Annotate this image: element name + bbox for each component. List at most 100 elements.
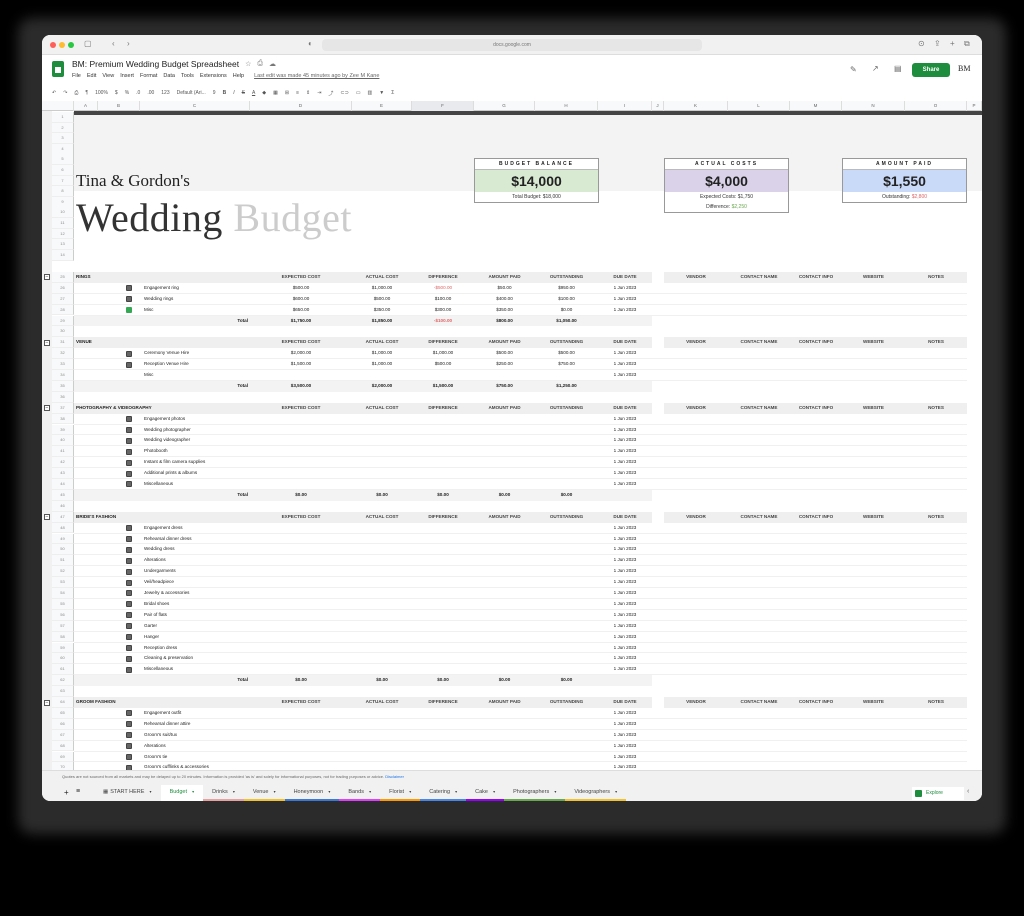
row-number[interactable]: 27 [52, 293, 74, 305]
disclaimer-link[interactable]: Disclaimer [385, 774, 404, 779]
font-select[interactable]: Default (Ari... [176, 90, 206, 96]
row-number[interactable]: 28 [52, 304, 74, 316]
avatar[interactable]: BM [958, 64, 971, 73]
row-number[interactable]: 36 [52, 391, 74, 403]
sheet-tab-start-here[interactable]: ▦ START HERE ▾ [94, 785, 161, 801]
status-checkbox[interactable] [126, 546, 132, 553]
more-formats-button[interactable]: 123 [161, 90, 170, 96]
status-checkbox[interactable] [126, 590, 132, 597]
merge-cells-icon[interactable]: ⊞ [284, 90, 290, 96]
column-header-C[interactable]: C [140, 101, 250, 111]
row-number[interactable]: 37 [52, 402, 74, 414]
wrap-icon[interactable]: ⇥ [317, 90, 322, 96]
sheet-tab-venue[interactable]: Venue ▾ [243, 785, 285, 801]
column-header-H[interactable]: H [535, 101, 598, 111]
last-edit-link[interactable]: Last edit was made 45 minutes ago by Zee… [254, 73, 380, 79]
row-number[interactable]: 8 [52, 186, 74, 198]
row-number[interactable]: 64 [52, 697, 74, 708]
row-number[interactable]: 44 [52, 479, 74, 490]
row-number[interactable]: 26 [52, 282, 74, 294]
column-header-I[interactable]: I [598, 101, 652, 111]
star-icon[interactable]: ☆ [245, 61, 252, 68]
status-checkbox[interactable] [126, 743, 132, 749]
borders-icon[interactable]: ▦ [273, 90, 278, 96]
new-tab-icon[interactable]: + [950, 39, 955, 48]
download-icon[interactable]: ⊙ [918, 39, 925, 48]
menu-tools[interactable]: Tools [181, 73, 194, 79]
cloud-status-icon[interactable]: ☁ [269, 61, 276, 68]
row-number[interactable]: 51 [52, 555, 74, 567]
menu-help[interactable]: Help [232, 73, 245, 79]
row-number[interactable]: 63 [52, 686, 74, 697]
column-header-O[interactable]: O [905, 101, 967, 111]
row-number[interactable]: 5 [52, 154, 74, 166]
row-number[interactable]: 40 [52, 435, 74, 447]
column-header-L[interactable]: L [728, 101, 790, 111]
status-checkbox[interactable] [126, 459, 132, 466]
row-number[interactable]: 70 [52, 762, 74, 770]
increase-decimal-button[interactable]: .00 [147, 90, 155, 96]
row-number[interactable]: 66 [52, 718, 74, 730]
column-header-J[interactable]: J [652, 101, 664, 111]
currency-button[interactable]: $ [114, 90, 118, 96]
status-checkbox[interactable] [126, 525, 132, 531]
menu-data[interactable]: Data [163, 73, 175, 79]
sheet-tab-cake[interactable]: Cake ▾ [466, 785, 505, 801]
status-checkbox[interactable] [126, 579, 132, 586]
row-number[interactable]: 30 [52, 326, 74, 338]
bold-button[interactable]: B [222, 90, 227, 96]
row-number[interactable]: 56 [52, 609, 74, 621]
shield-icon[interactable]: ◐ [308, 39, 313, 48]
menu-insert[interactable]: Insert [120, 73, 134, 79]
group-collapse-icon[interactable]: − [44, 405, 50, 412]
row-number[interactable]: 14 [52, 249, 74, 261]
row-number[interactable]: 31 [52, 337, 74, 349]
close-window-button[interactable] [50, 42, 56, 48]
move-icon[interactable]: ⎙ [257, 60, 263, 67]
row-number[interactable]: 49 [52, 533, 74, 545]
status-checkbox[interactable] [126, 470, 132, 477]
status-checkbox[interactable] [126, 732, 132, 739]
status-checkbox[interactable] [126, 437, 132, 444]
row-number[interactable]: 58 [52, 631, 74, 643]
status-checkbox[interactable] [126, 623, 132, 630]
menu-edit[interactable]: Edit [86, 73, 97, 79]
back-icon[interactable]: ‹ [112, 39, 115, 48]
group-collapse-icon[interactable]: − [44, 274, 50, 281]
status-checkbox[interactable] [126, 655, 132, 662]
share-icon[interactable]: ⇪ [934, 39, 941, 48]
status-checkbox[interactable] [126, 426, 132, 433]
row-number[interactable]: 43 [52, 468, 74, 479]
status-checkbox[interactable] [126, 568, 132, 575]
status-checkbox[interactable] [126, 307, 132, 313]
all-sheets-icon[interactable]: ≡ [76, 788, 81, 795]
collapse-sidebar-icon[interactable]: ‹ [967, 788, 970, 795]
sheet-tab-honeymoon[interactable]: Honeymoon ▾ [284, 785, 340, 801]
row-number[interactable]: 46 [52, 500, 74, 512]
strikethrough-button[interactable]: S [241, 90, 245, 96]
address-bar[interactable]: docs.google.com [322, 39, 702, 51]
print-icon[interactable]: ⎙ [74, 90, 79, 96]
row-number[interactable]: 48 [52, 522, 74, 534]
row-number[interactable]: 3 [52, 133, 74, 145]
sheet-tab-catering[interactable]: Catering ▾ [420, 785, 467, 801]
comments-icon[interactable]: ▤ [894, 64, 902, 73]
row-number[interactable]: 45 [52, 489, 74, 501]
activity-icon[interactable]: ↗ [872, 64, 879, 73]
functions-icon[interactable]: Σ [391, 90, 395, 96]
status-checkbox[interactable] [126, 535, 132, 542]
sheet-tab-drinks[interactable]: Drinks ▾ [203, 785, 244, 801]
explore-button[interactable]: Explore [912, 787, 964, 800]
row-number[interactable]: 10 [52, 207, 74, 219]
row-number[interactable]: 55 [52, 598, 74, 610]
status-checkbox[interactable] [126, 644, 132, 651]
status-checkbox[interactable] [126, 666, 132, 673]
document-title[interactable]: BM: Premium Wedding Budget Spreadsheet [72, 59, 240, 69]
spreadsheet-grid[interactable]: Tina & Gordon's Wedding Budget BUDGET BA… [42, 111, 982, 770]
zoom-select[interactable]: 100% [95, 90, 108, 96]
row-number[interactable]: 29 [52, 315, 74, 327]
comment-icon[interactable]: ▭ [355, 90, 361, 96]
tab-menu-icon[interactable]: ▾ [491, 789, 496, 794]
column-header-P[interactable]: P [967, 101, 982, 111]
row-number[interactable]: 7 [52, 175, 74, 187]
